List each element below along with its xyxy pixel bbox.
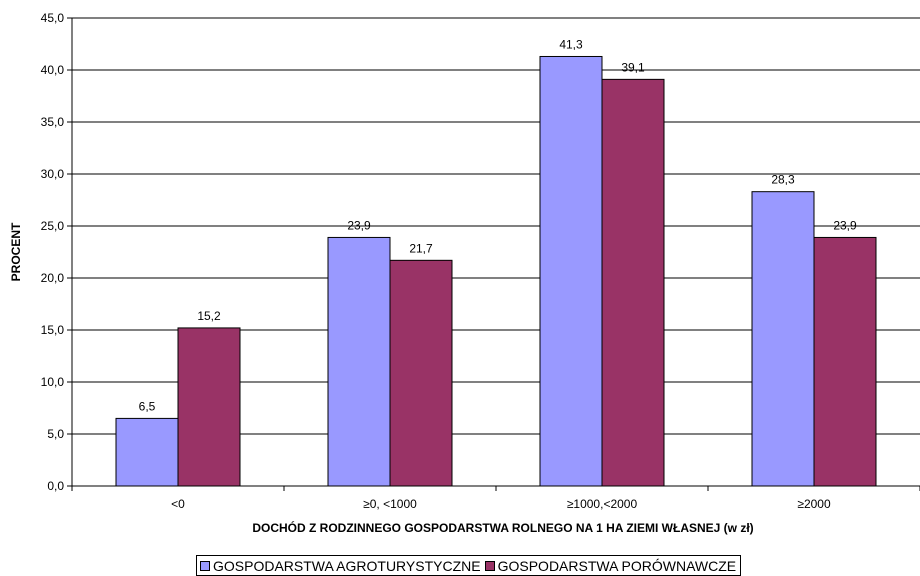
bar xyxy=(601,78,665,487)
y-tick-label: 0,0 xyxy=(47,479,64,493)
legend-swatch-porownawcze xyxy=(484,560,495,571)
data-label: 6,5 xyxy=(139,399,156,413)
legend-swatch-agroturystyczne xyxy=(200,560,210,571)
bar xyxy=(177,327,241,487)
legend-label-agroturystyczne: GOSPODARSTWA AGROTURYSTYCZNE xyxy=(213,557,481,574)
legend-label-porownawcze: GOSPODARSTWA PORÓWNAWCZE xyxy=(497,557,737,574)
y-tick-label: 25,0 xyxy=(41,219,65,233)
bar xyxy=(115,417,179,487)
y-axis-ticks: 0,0 5,0 10,0 15,0 20,0 25,0 30,0 35,0 40,0 45,0 xyxy=(41,11,72,493)
data-labels: 6,5 15,2 23,9 21,7 41,3 39,1 28,3 23,9 xyxy=(139,37,857,413)
y-tick-label: 20,0 xyxy=(41,271,65,285)
data-label: 21,7 xyxy=(409,241,433,255)
data-label: 23,9 xyxy=(833,218,857,232)
bar xyxy=(389,259,453,487)
y-tick-label: 45,0 xyxy=(41,11,65,25)
x-tick-label: ≥2000 xyxy=(797,497,831,511)
bar xyxy=(539,55,603,487)
x-tick-label: ≥1000,<2000 xyxy=(567,497,638,511)
data-label: 15,2 xyxy=(197,309,221,323)
x-axis-title: DOCHÓD Z RODZINNEGO GOSPODARSTWA ROLNEGO… xyxy=(252,520,753,535)
y-tick-label: 15,0 xyxy=(41,323,65,337)
y-axis-title: PROCENT xyxy=(9,222,23,281)
bar xyxy=(751,191,815,487)
data-label: 23,9 xyxy=(347,218,371,232)
data-label: 28,3 xyxy=(771,173,795,187)
y-tick-label: 40,0 xyxy=(41,63,65,77)
bar xyxy=(813,236,877,487)
legend-item-agroturystyczne: GOSPODARSTWA AGROTURYSTYCZNE xyxy=(200,558,481,574)
data-label: 39,1 xyxy=(621,60,645,74)
x-tick-label: ≥0, <1000 xyxy=(363,497,417,511)
bar xyxy=(327,236,391,487)
data-label: 41,3 xyxy=(559,37,583,51)
x-tick-label: <0 xyxy=(171,497,185,511)
x-axis-ticks: <0 ≥0, <1000 ≥1000,<2000 ≥2000 xyxy=(71,486,920,511)
legend-item-porownawcze: GOSPODARSTWA PORÓWNAWCZE xyxy=(484,557,737,574)
y-tick-label: 5,0 xyxy=(47,427,64,441)
y-tick-label: 35,0 xyxy=(41,115,65,129)
bars xyxy=(115,55,877,487)
y-tick-label: 30,0 xyxy=(41,167,65,181)
y-tick-label: 10,0 xyxy=(41,375,65,389)
legend: GOSPODARSTWA AGROTURYSTYCZNE GOSPODARSTW… xyxy=(196,555,742,576)
